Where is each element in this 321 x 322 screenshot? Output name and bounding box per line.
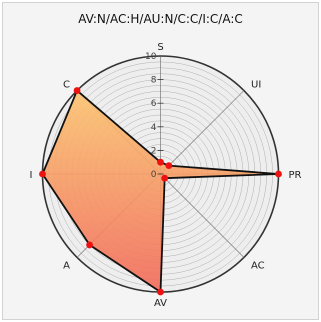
axis-label-pr: PR — [289, 170, 302, 181]
axis-label-i: I — [30, 170, 33, 181]
data-point-a — [86, 241, 93, 249]
data-point-ui — [165, 162, 173, 170]
tick-label: 2 — [151, 146, 157, 156]
chart-title: AV:N/AC:H/AU:N/C:C/I:C/A:C — [78, 12, 243, 26]
radar-axis-labels: S UI PR AC AV A I C — [30, 42, 302, 309]
tick-label: 4 — [151, 123, 157, 133]
radar-series — [39, 87, 282, 296]
tick-label: 10 — [145, 52, 157, 62]
axis-spoke — [160, 90, 245, 175]
tick-label: 8 — [151, 76, 157, 86]
axis-label-ac: AC — [251, 261, 265, 272]
radar-tick-labels: 0 2 4 6 8 10 — [145, 52, 164, 180]
axis-label-a: A — [63, 261, 70, 272]
axis-label-ui: UI — [251, 79, 261, 90]
data-point-pr — [275, 170, 282, 178]
data-point-c — [73, 87, 81, 94]
axis-spoke — [160, 173, 245, 258]
data-point-s — [157, 158, 164, 166]
axis-label-av: AV — [154, 298, 167, 309]
data-point-i — [39, 170, 46, 178]
axis-label-c: C — [63, 79, 70, 90]
data-point-av — [157, 288, 164, 296]
tick-label: 0 — [151, 170, 157, 180]
tick-label: 6 — [151, 99, 157, 109]
data-point-ac — [161, 174, 169, 182]
axis-label-s: S — [157, 42, 163, 53]
